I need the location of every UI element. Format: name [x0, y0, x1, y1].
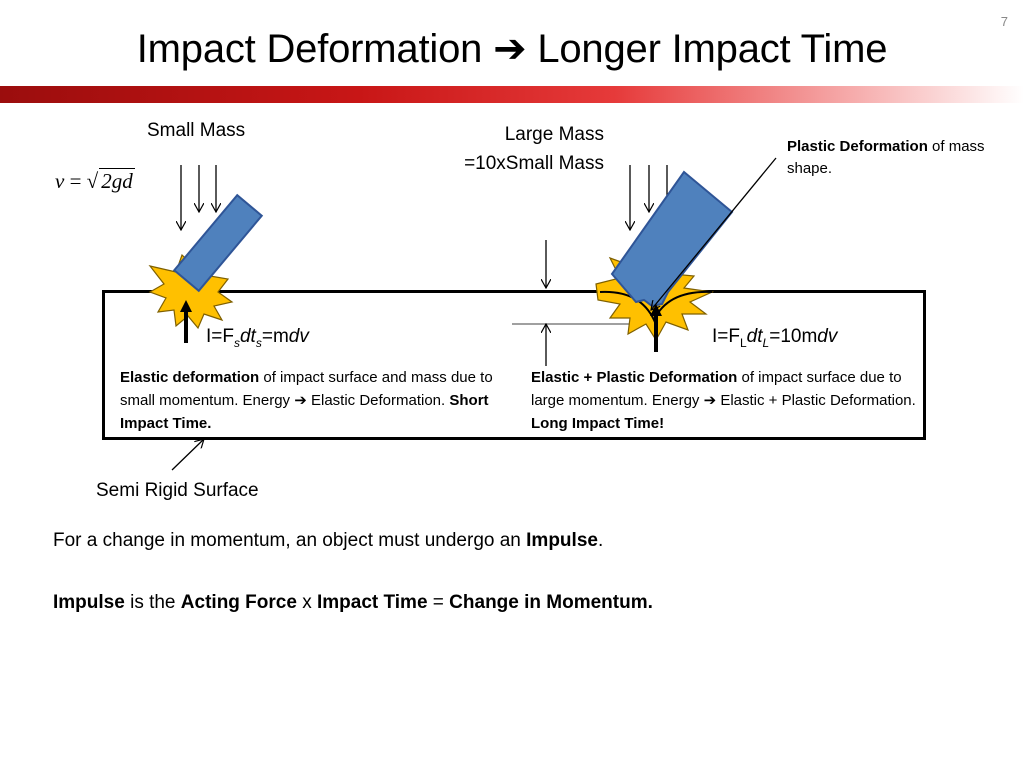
- impulse-equation-small: I=Fsdts=mdv: [206, 326, 309, 350]
- formula-radicand: 2gd: [99, 168, 135, 193]
- impulse-large-sub1: L: [739, 335, 747, 350]
- plastic-note-text: of mass shape.: [787, 138, 985, 177]
- plastic-deformation-pointer-arrow: [651, 157, 777, 310]
- large-mass-label-line1: Large Mass: [504, 124, 604, 145]
- large-mass-label-line2: =10xSmall Mass: [464, 153, 604, 174]
- slide-number: 7: [1000, 14, 1008, 29]
- semi-rigid-pointer-arrow: [171, 439, 204, 471]
- impulse-small-sub1: s: [233, 335, 240, 350]
- velocity-formula: v = √ 2gd: [55, 168, 135, 194]
- small-mass-label: Small Mass: [147, 120, 246, 141]
- right-arrow-icon: ➔: [493, 27, 527, 71]
- para2-impact-time: Impact Time: [316, 592, 428, 613]
- formula-equals: =: [64, 169, 87, 193]
- desc-left-text2: Elastic Deformation.: [306, 392, 450, 409]
- semi-rigid-surface-label: Semi Rigid Surface: [96, 480, 259, 501]
- impulse-large-dv: dv: [817, 326, 838, 347]
- impulse-definition-paragraph: Impulse is the Acting Force x Impact Tim…: [53, 592, 653, 614]
- title-part-1: Impact Deformation: [136, 27, 483, 71]
- plastic-deformation-description: Elastic + Plastic Deformation of impact …: [531, 366, 921, 435]
- right-arrow-icon: ➔: [294, 392, 307, 409]
- desc-right-bold1: Elastic + Plastic Deformation: [531, 369, 738, 386]
- momentum-paragraph: For a change in momentum, an object must…: [53, 530, 603, 552]
- desc-left-text1: of impact surface and mass due to small …: [120, 369, 493, 409]
- desc-right-text1: of impact surface due to large momentum.…: [531, 369, 902, 409]
- desc-left-bold2: Short Impact Time.: [120, 392, 489, 432]
- para2-impulse: Impulse: [53, 592, 125, 613]
- impulse-large-sub2: L: [762, 335, 770, 350]
- desc-right-text2: Elastic + Plastic Deformation.: [716, 392, 916, 409]
- small-mass-falling-arrows: [181, 165, 216, 230]
- impulse-large-eq: =10m: [769, 326, 818, 347]
- plastic-deformation-note: Plastic Deformation of mass shape.: [787, 136, 987, 180]
- formula-lhs: v: [55, 169, 65, 193]
- impulse-large-dt: dt: [746, 326, 763, 347]
- plastic-note-bold: Plastic Deformation: [787, 138, 928, 155]
- desc-left-bold1: Elastic deformation: [120, 369, 260, 386]
- para2-acting-force: Acting Force: [180, 592, 297, 613]
- small-mass-block: [172, 193, 264, 293]
- semi-rigid-surface-box: [102, 290, 926, 440]
- large-mass-label: Large Mass =10xSmall Mass: [428, 120, 604, 178]
- impulse-equation-large: I=FLdtL=10mdv: [712, 326, 837, 350]
- para2-t2: x: [296, 592, 317, 613]
- impulse-small-prefix: I=F: [206, 326, 234, 347]
- impulse-small-dv: dv: [288, 326, 309, 347]
- title-part-2: Longer Impact Time: [537, 27, 888, 71]
- para2-change-in-momentum: Change in Momentum.: [449, 592, 653, 613]
- deformation-depth-indicator: [512, 240, 650, 366]
- desc-right-bold2: Long Impact Time!: [531, 415, 665, 432]
- impulse-large-prefix: I=F: [712, 326, 740, 347]
- para2-t1: is the: [124, 592, 181, 613]
- para1-bold: Impulse: [526, 530, 598, 551]
- impulse-small-sub2: s: [255, 335, 262, 350]
- impulse-small-eq: =m: [261, 326, 289, 347]
- para1-text: For a change in momentum, an object must…: [53, 530, 527, 551]
- right-arrow-icon: ➔: [703, 392, 717, 409]
- para1-end: .: [597, 530, 604, 551]
- elastic-deformation-description: Elastic deformation of impact surface an…: [120, 366, 520, 435]
- title-divider-bar: [0, 86, 1024, 103]
- slide-title: Impact Deformation ➔ Longer Impact Time: [0, 26, 1024, 72]
- para2-t3: =: [427, 592, 450, 613]
- sqrt-icon: √: [86, 169, 99, 193]
- impulse-small-dt: dt: [239, 326, 256, 347]
